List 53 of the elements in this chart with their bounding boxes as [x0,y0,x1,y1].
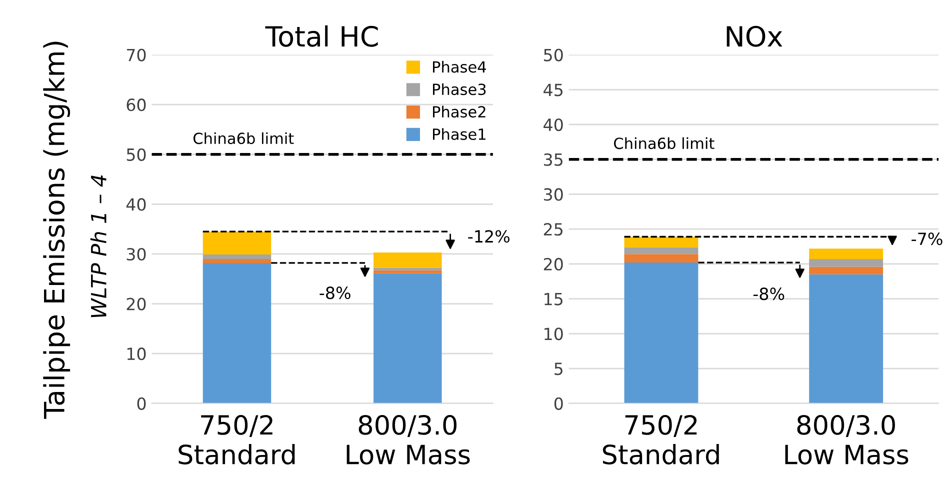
legend-label: Phase1 [433,128,486,140]
y-tick-label: 20 [544,258,563,271]
x-tick-label: 750/2 Standard [602,414,719,464]
bar [809,266,884,274]
y-tick-label: 50 [126,148,146,161]
bar [202,262,272,404]
y-tick-label: 40 [126,198,146,211]
bar [202,258,272,263]
annotation: -8% [320,286,350,300]
y-tick-label: 30 [544,188,563,201]
bar [374,252,442,268]
annotation: -7% [912,232,942,246]
y-tick-label: 5 [554,362,562,376]
y-tick-label: 40 [544,118,563,132]
bar [374,268,442,270]
x-tick-label: 800/3.0 Low Mass [785,414,908,464]
annotation: -12% [468,230,510,243]
chart-title: NOx [726,26,782,47]
y-tick-label: 20 [126,298,146,310]
x-tick-label: 800/3.0 Low Mass [346,414,470,464]
chart-title: Total HC [265,25,378,47]
ref-line-label: China6b limit [614,137,714,150]
bar [374,270,442,274]
x-tick-label: 750/2 Standard [178,414,295,464]
y-tick-label: 10 [544,328,563,340]
bar [624,254,698,263]
annotation: -8% [753,288,784,300]
bar [624,236,698,248]
bar [624,247,698,254]
y-tick-label: 0 [554,397,563,410]
legend-label: Phase2 [433,106,486,118]
y-tick-label: 30 [126,248,146,261]
bar [202,232,272,254]
y-tick-label: 50 [544,48,563,62]
bar [809,259,884,267]
ref-line-label: China6b limit [193,132,294,144]
bar [202,254,272,259]
y-tick-label: 60 [126,98,146,112]
y-axis-title: Tailpipe Emissions (mg/km) [43,42,70,419]
text: WLTP Ph 1 – 4 [90,175,106,318]
y-tick-label: 0 [137,397,146,410]
bar [624,262,698,404]
bar [809,274,884,404]
legend-label: Phase4 [433,60,486,73]
y-tick-label: 25 [544,223,562,236]
y-tick-label: 70 [126,48,146,62]
bar [374,273,442,404]
y-tick-label: 35 [544,153,562,166]
bar [809,248,884,260]
y-tick-label: 45 [544,84,562,96]
legend-label: Phase3 [433,83,486,96]
y-tick-label: 10 [127,348,146,360]
y-tick-label: 15 [544,292,562,306]
